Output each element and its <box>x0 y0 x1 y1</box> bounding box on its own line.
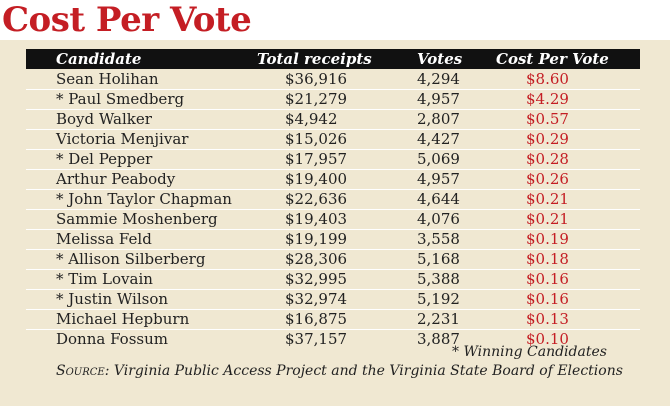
header-votes: Votes <box>417 50 463 68</box>
row-divider <box>26 169 640 170</box>
cell-cost-per-vote: $0.13 <box>526 310 569 328</box>
cell-candidate: * Del Pepper <box>56 150 153 168</box>
cell-candidate: Sean Holihan <box>56 70 159 88</box>
cell-candidate: * Allison Silberberg <box>56 250 206 268</box>
cell-total-receipts: $37,157 <box>285 330 348 348</box>
table-header-row <box>26 49 640 69</box>
cell-candidate: Arthur Peabody <box>56 170 176 188</box>
cell-total-receipts: $32,995 <box>285 270 348 288</box>
cell-total-receipts: $19,400 <box>285 170 348 188</box>
cell-total-receipts: $17,957 <box>285 150 348 168</box>
cell-cost-per-vote: $0.21 <box>526 210 569 228</box>
cell-cost-per-vote: $0.16 <box>526 290 569 308</box>
cell-cost-per-vote: $4.29 <box>526 90 569 108</box>
cell-candidate: Sammie Moshenberg <box>56 210 218 228</box>
cell-cost-per-vote: $0.26 <box>526 170 569 188</box>
cell-candidate: Melissa Feld <box>56 230 152 248</box>
row-divider <box>26 309 640 310</box>
chart-title: Cost Per Vote <box>2 0 252 40</box>
cell-votes: 5,192 <box>417 290 460 308</box>
row-divider <box>26 149 640 150</box>
cell-votes: 2,231 <box>417 310 460 328</box>
source-label: Source: <box>56 363 110 379</box>
cell-cost-per-vote: $0.16 <box>526 270 569 288</box>
cell-cost-per-vote: $0.19 <box>526 230 569 248</box>
row-divider <box>26 329 640 330</box>
cell-total-receipts: $15,026 <box>285 130 348 148</box>
cell-cost-per-vote: $0.29 <box>526 130 569 148</box>
row-divider <box>26 249 640 250</box>
cell-votes: 4,427 <box>417 130 460 148</box>
cell-total-receipts: $19,199 <box>285 230 348 248</box>
cell-cost-per-vote: $0.21 <box>526 190 569 208</box>
row-divider <box>26 229 640 230</box>
cell-votes: 4,076 <box>417 210 460 228</box>
cell-cost-per-vote: $8.60 <box>526 70 569 88</box>
cell-total-receipts: $19,403 <box>285 210 348 228</box>
cell-candidate: * Tim Lovain <box>56 270 153 288</box>
cell-total-receipts: $36,916 <box>285 70 348 88</box>
cell-candidate: * Justin Wilson <box>56 290 169 308</box>
cell-total-receipts: $32,974 <box>285 290 348 308</box>
source-note: Source: Virginia Public Access Project a… <box>56 361 623 381</box>
cell-total-receipts: $22,636 <box>285 190 348 208</box>
row-divider <box>26 109 640 110</box>
cell-votes: 5,388 <box>417 270 460 288</box>
row-divider <box>26 129 640 130</box>
cell-votes: 5,069 <box>417 150 460 168</box>
cell-candidate: Victoria Menjivar <box>56 130 189 148</box>
cell-votes: 4,294 <box>417 70 460 88</box>
cell-votes: 4,957 <box>417 170 460 188</box>
cell-votes: 4,644 <box>417 190 460 208</box>
row-divider <box>26 289 640 290</box>
cell-candidate: * John Taylor Chapman <box>56 190 232 208</box>
header-candidate: Candidate <box>56 50 142 68</box>
cell-cost-per-vote: $0.10 <box>526 330 569 348</box>
cell-total-receipts: $4,942 <box>285 110 338 128</box>
cell-total-receipts: $28,306 <box>285 250 348 268</box>
row-divider <box>26 189 640 190</box>
header-total-receipts: Total receipts <box>257 50 372 68</box>
row-divider <box>26 269 640 270</box>
cell-total-receipts: $21,279 <box>285 90 348 108</box>
cell-votes: 5,168 <box>417 250 460 268</box>
cell-votes: 2,807 <box>417 110 460 128</box>
cell-candidate: * Paul Smedberg <box>56 90 185 108</box>
cell-votes: 3,887 <box>417 330 460 348</box>
winning-candidates-footnote: * Winning Candidates <box>452 344 607 360</box>
cell-total-receipts: $16,875 <box>285 310 348 328</box>
cell-votes: 4,957 <box>417 90 460 108</box>
row-divider <box>26 89 640 90</box>
cell-votes: 3,558 <box>417 230 460 248</box>
cell-candidate: Michael Hepburn <box>56 310 190 328</box>
cell-cost-per-vote: $0.18 <box>526 250 569 268</box>
cell-cost-per-vote: $0.28 <box>526 150 569 168</box>
cell-cost-per-vote: $0.57 <box>526 110 569 128</box>
header-cost-per-vote: Cost Per Vote <box>496 50 609 68</box>
cell-candidate: Donna Fossum <box>56 330 168 348</box>
table-panel <box>0 40 670 406</box>
cell-candidate: Boyd Walker <box>56 110 152 128</box>
source-text: Virginia Public Access Project and the V… <box>109 363 623 379</box>
row-divider <box>26 209 640 210</box>
